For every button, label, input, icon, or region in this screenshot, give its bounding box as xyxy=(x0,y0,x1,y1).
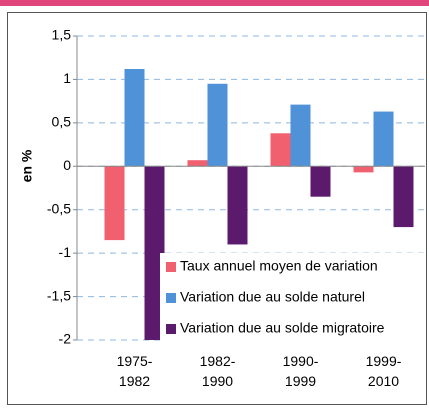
y-tick-label: 1 xyxy=(63,70,71,86)
legend-label: Taux annuel moyen de variation xyxy=(180,258,378,274)
x-tick-label: 1982-1990 xyxy=(200,353,236,389)
legend-swatch xyxy=(166,324,176,334)
x-tick-label: 1975-1982 xyxy=(117,353,153,389)
y-tick-label: -0,5 xyxy=(47,200,71,216)
legend-label: Variation due au solde migratoire xyxy=(180,320,385,336)
y-tick-label: 0 xyxy=(63,157,71,173)
legend-box xyxy=(160,253,425,345)
y-tick-label: 0,5 xyxy=(52,114,72,130)
bar xyxy=(207,83,228,167)
y-tick-label: 1,5 xyxy=(52,27,72,43)
bar xyxy=(104,166,125,241)
bar xyxy=(310,166,331,197)
x-tick-label: 1999-2010 xyxy=(366,353,402,389)
bar xyxy=(187,160,208,167)
bar xyxy=(270,133,291,167)
legend-label: Variation due au solde naturel xyxy=(180,289,365,305)
bar xyxy=(393,166,414,228)
legend-swatch xyxy=(166,293,176,303)
x-tick-label: 1990-1999 xyxy=(283,353,319,389)
bar xyxy=(124,69,145,167)
bar xyxy=(353,166,374,173)
y-tick-label: -1,5 xyxy=(47,287,71,303)
bar xyxy=(227,166,248,245)
bar xyxy=(373,111,394,167)
header-strip xyxy=(0,0,429,6)
y-axis-label: en % xyxy=(19,149,35,182)
y-tick-label: -1 xyxy=(59,244,72,260)
legend-swatch xyxy=(166,262,176,272)
bar xyxy=(290,104,311,167)
bar xyxy=(144,166,165,340)
y-tick-label: -2 xyxy=(59,331,72,347)
